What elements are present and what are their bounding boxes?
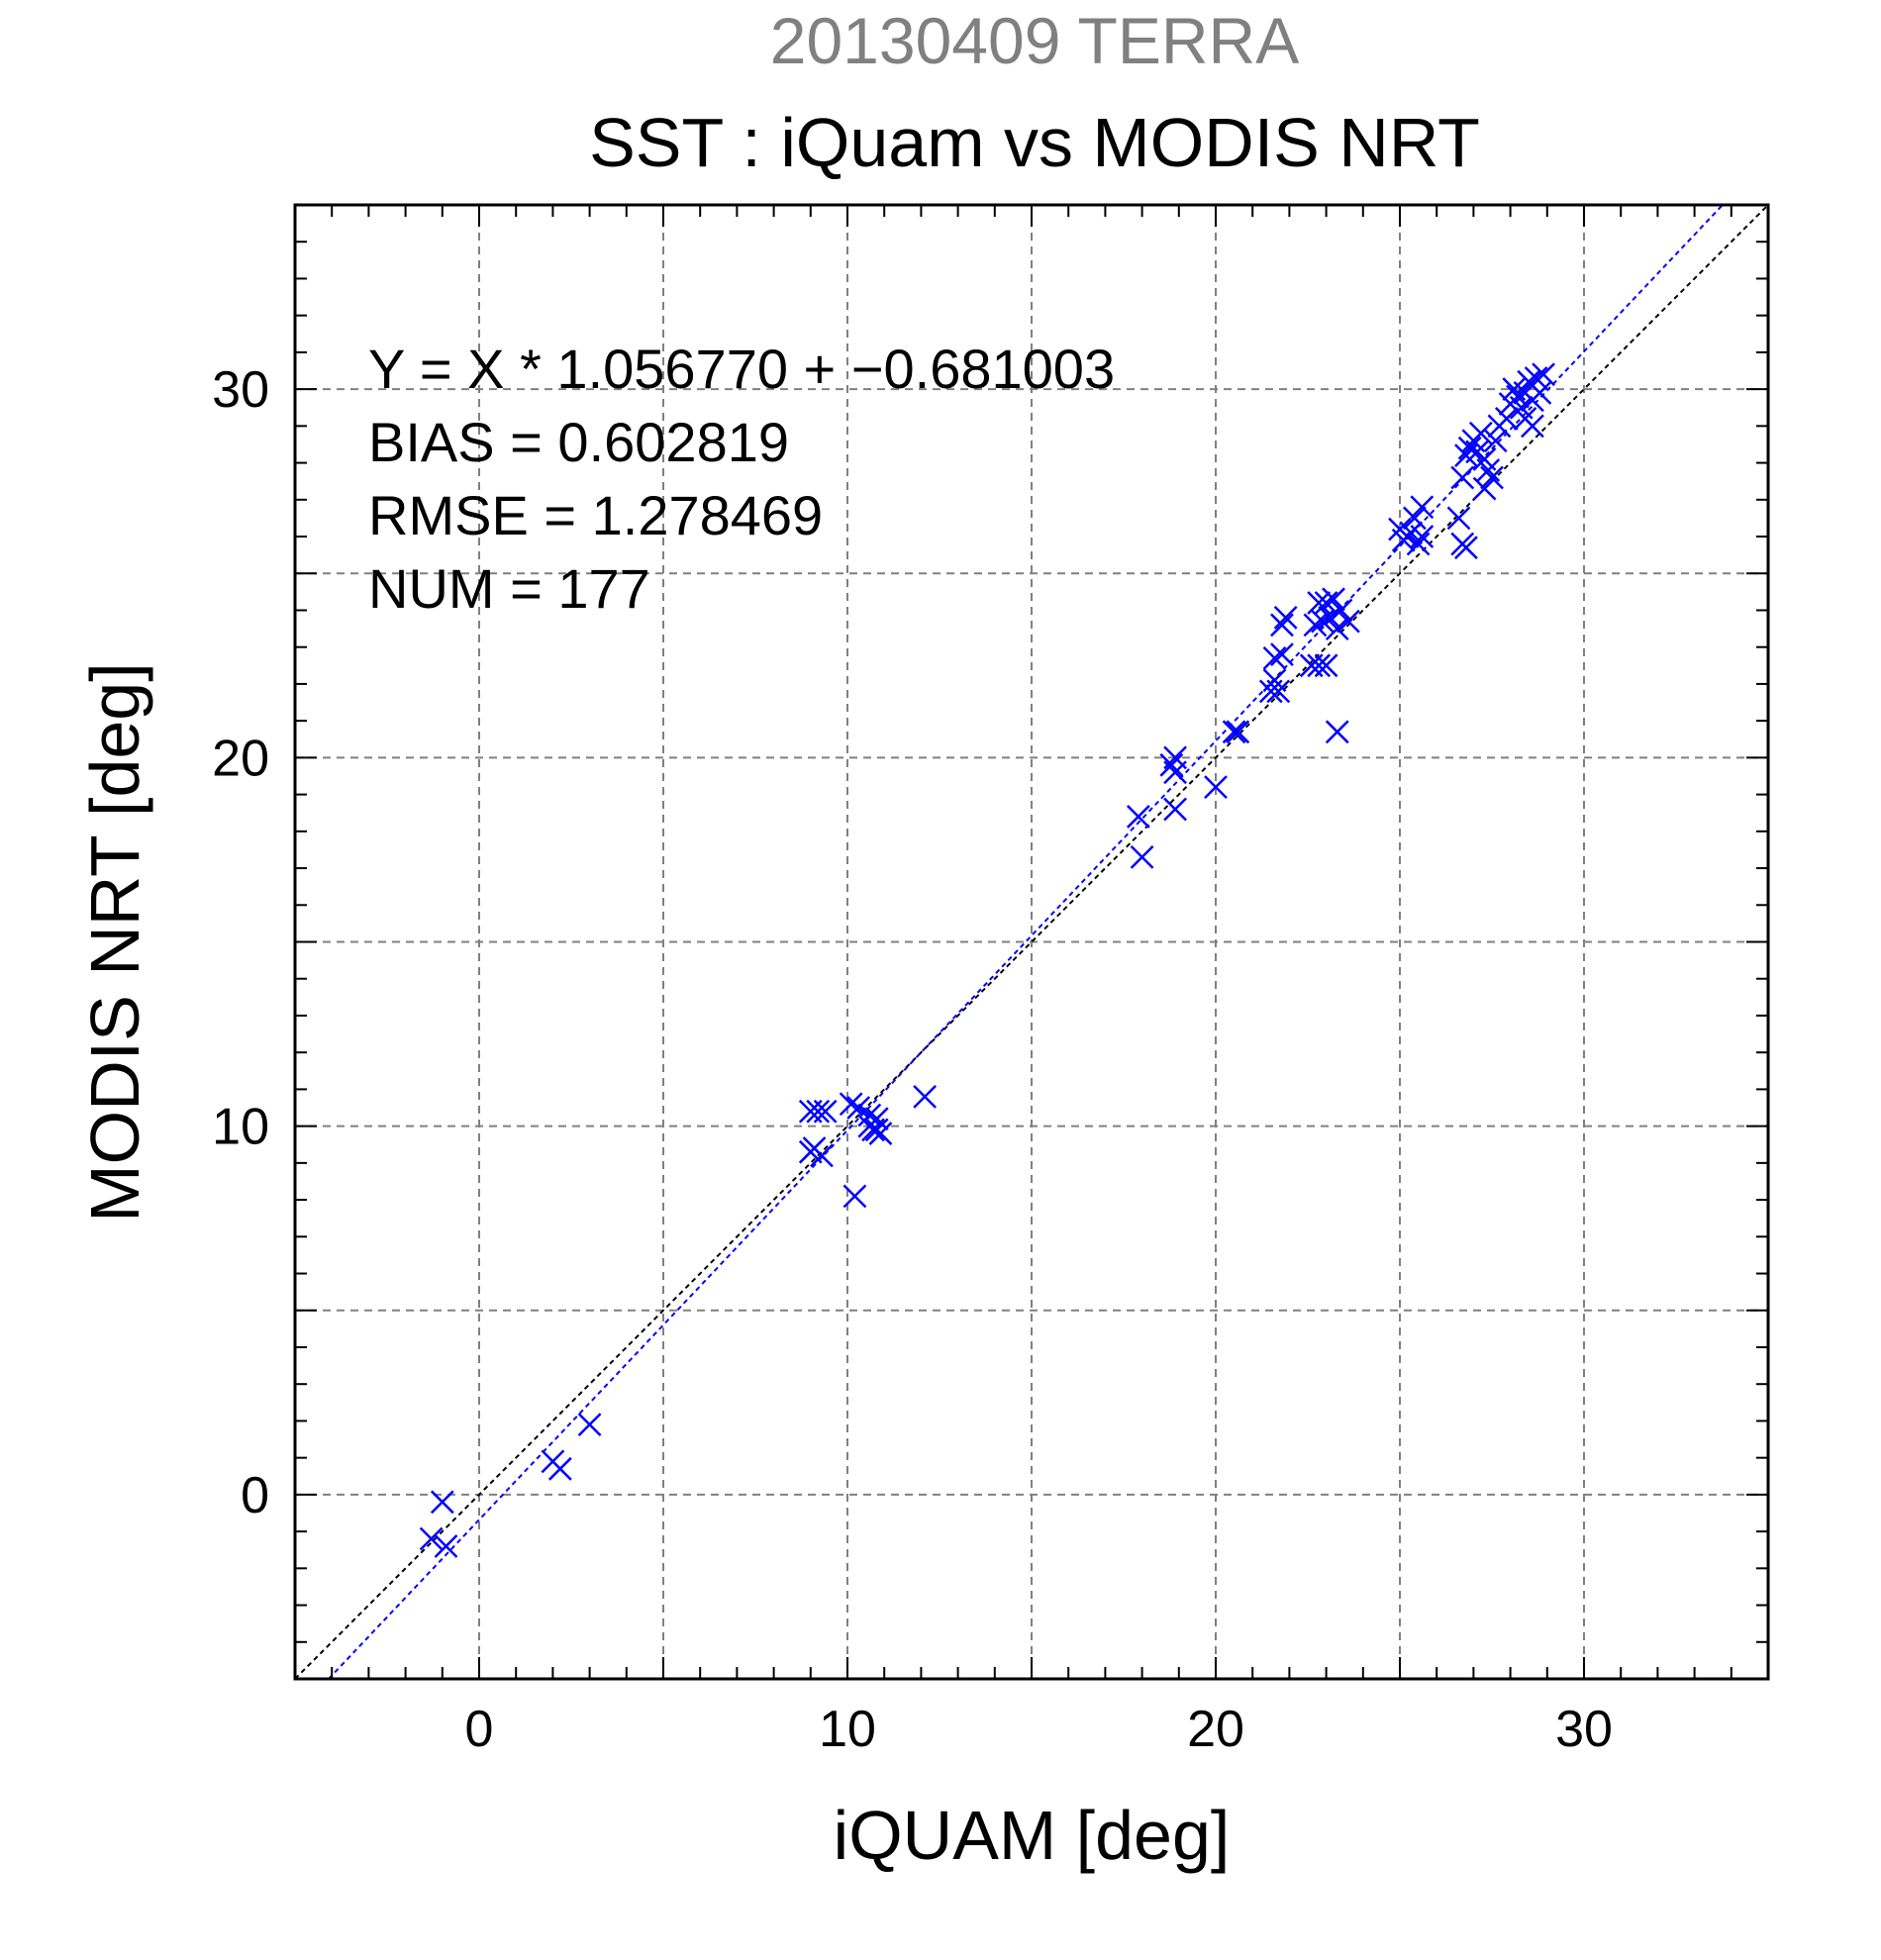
data-point [1307, 653, 1332, 678]
data-point [1472, 476, 1497, 501]
chart-date-title: 20130409 TERRA [770, 4, 1299, 77]
data-point [430, 1490, 454, 1515]
data-point [419, 1526, 444, 1551]
data-point [1303, 613, 1328, 637]
data-point [1532, 362, 1555, 387]
data-point [1325, 720, 1349, 744]
data-point [1480, 465, 1504, 490]
data-point [1322, 587, 1345, 612]
bias-text: BIAS = 0.602819 [368, 411, 789, 473]
data-point [1483, 429, 1508, 453]
data-point [813, 1099, 838, 1124]
data-point [1163, 760, 1187, 785]
data-point [913, 1084, 938, 1109]
data-point [1524, 366, 1548, 390]
chart-title: SST : iQuam vs MODIS NRT [589, 104, 1480, 181]
data-point [547, 1456, 572, 1481]
equation-text: Y = X * 1.056770 + −0.681003 [368, 338, 1115, 400]
data-point [1494, 407, 1519, 431]
data-point [1126, 805, 1150, 829]
data-point [1528, 380, 1552, 405]
x-tick-label: 30 [1555, 1701, 1613, 1758]
data-point [1222, 720, 1246, 744]
data-point [1273, 606, 1298, 630]
data-point [1325, 617, 1349, 640]
stats-annotation: Y = X * 1.056770 + −0.681003 BIAS = 0.60… [368, 338, 1115, 620]
y-axis-label: MODIS NRT [deg] [76, 662, 153, 1222]
axis-ticks: 0 10 20 30 0 10 20 30 [212, 204, 1769, 1758]
data-point [1314, 591, 1338, 615]
data-point [1402, 506, 1427, 531]
data-point [1468, 421, 1493, 445]
data-point [1513, 407, 1537, 431]
rmse-text: RMSE = 1.278469 [368, 484, 823, 546]
data-point [1399, 521, 1424, 545]
data-point [864, 1118, 889, 1142]
x-tick-label: 0 [465, 1701, 494, 1758]
y-tick-label: 30 [212, 361, 269, 419]
data-point [839, 1092, 863, 1117]
data-point [1310, 609, 1335, 634]
num-text: NUM = 177 [368, 557, 650, 620]
data-point [1336, 609, 1360, 634]
data-point [577, 1413, 602, 1437]
x-tick-label: 20 [1187, 1701, 1244, 1758]
data-point [1130, 844, 1154, 869]
data-point [1226, 720, 1250, 744]
data-point [842, 1184, 867, 1209]
data-point [434, 1534, 458, 1558]
data-point [846, 1096, 871, 1120]
plot-frame [293, 203, 1770, 1681]
data-point [1204, 775, 1228, 800]
data-point [1262, 668, 1287, 693]
y-tick-label: 20 [212, 730, 269, 787]
data-point [1307, 591, 1332, 615]
data-point [798, 1139, 823, 1164]
grid-lines [295, 205, 1768, 1679]
data-point [857, 1103, 882, 1127]
data-point [1270, 642, 1294, 667]
data-point [1159, 752, 1184, 777]
data-point [1457, 436, 1482, 460]
data-point [1262, 645, 1287, 670]
y-tick-label: 0 [241, 1467, 269, 1524]
data-point [1270, 613, 1294, 637]
data-point [1450, 465, 1475, 490]
data-point [1314, 653, 1338, 678]
data-point [857, 1114, 882, 1138]
data-point [1318, 606, 1342, 630]
y-tick-label: 10 [212, 1099, 269, 1156]
data-point [1446, 506, 1471, 531]
x-tick-label: 10 [819, 1701, 876, 1758]
data-point [1329, 598, 1353, 623]
data-point [1163, 797, 1187, 822]
x-axis-label: iQUAM [deg] [834, 1797, 1231, 1874]
data-point [1410, 495, 1435, 520]
data-points [419, 362, 1555, 1558]
data-point [806, 1099, 831, 1124]
data-point [1406, 532, 1431, 556]
data-point [1476, 458, 1501, 482]
data-point [1454, 536, 1478, 560]
